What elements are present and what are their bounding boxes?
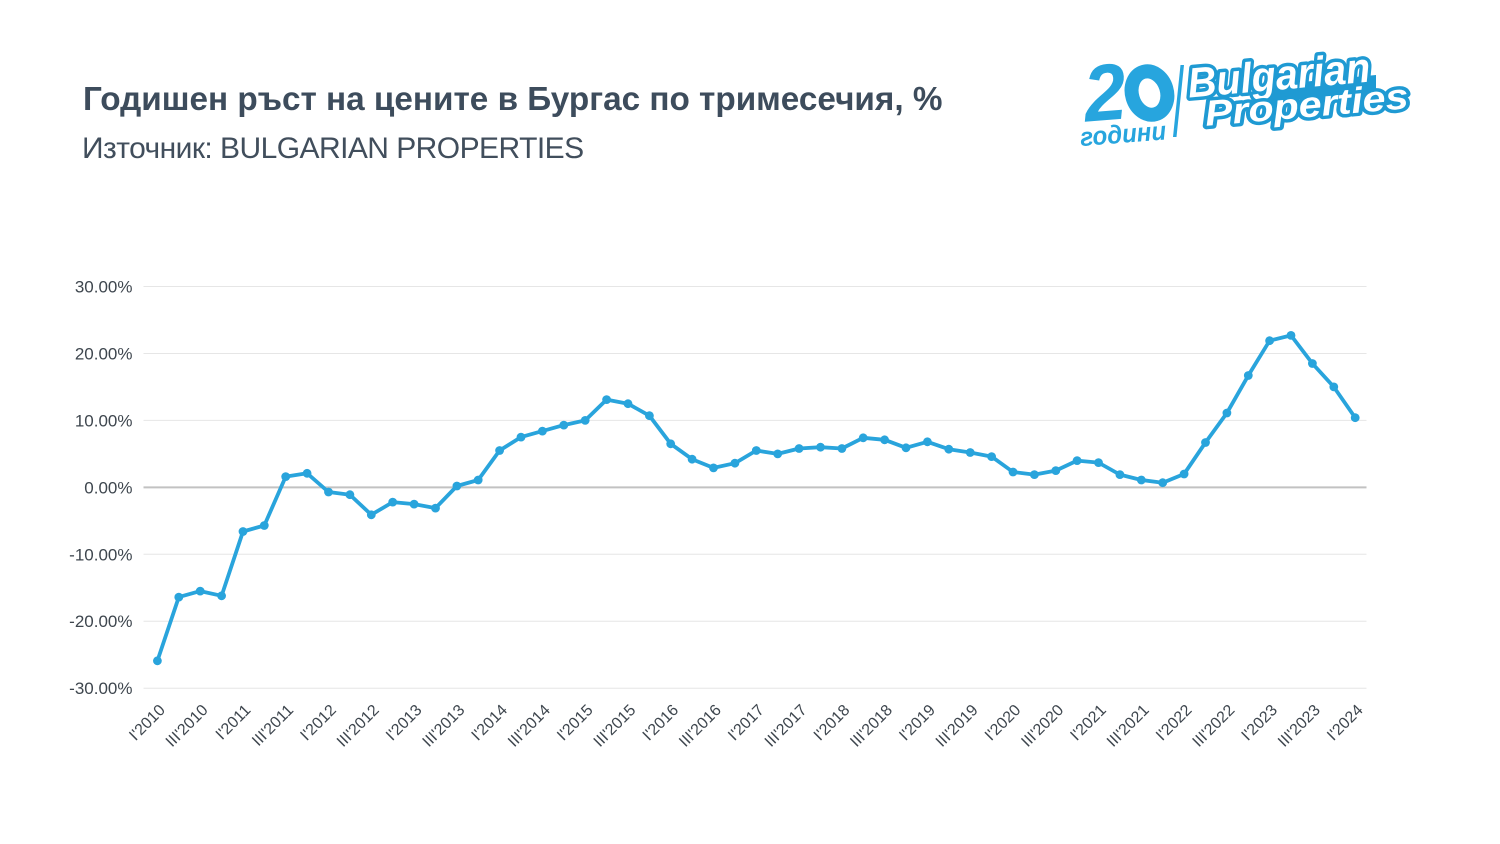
svg-text:III'2022: III'2022 [1190, 702, 1239, 751]
svg-text:0.00%: 0.00% [84, 478, 132, 497]
svg-text:III'2021: III'2021 [1104, 702, 1153, 751]
svg-text:III'2012: III'2012 [334, 702, 383, 751]
svg-text:III'2019: III'2019 [933, 702, 982, 751]
svg-text:III'2013: III'2013 [420, 702, 469, 751]
svg-text:-10.00%: -10.00% [69, 545, 132, 564]
svg-text:III'2020: III'2020 [1018, 702, 1067, 751]
svg-text:III'2014: III'2014 [505, 702, 554, 751]
svg-text:III'2010: III'2010 [163, 702, 212, 751]
svg-text:III'2011: III'2011 [249, 702, 297, 750]
svg-text:I'2011: I'2011 [213, 702, 255, 744]
svg-text:I'2024: I'2024 [1324, 702, 1367, 745]
svg-text:III'2023: III'2023 [1275, 702, 1324, 751]
svg-text:III'2017: III'2017 [762, 702, 811, 751]
svg-text:2: 2 [1078, 47, 1129, 139]
svg-text:10.00%: 10.00% [75, 411, 133, 430]
svg-text:20.00%: 20.00% [75, 345, 133, 364]
svg-text:III'2016: III'2016 [676, 702, 725, 751]
svg-text:III'2015: III'2015 [591, 702, 640, 751]
svg-text:-20.00%: -20.00% [69, 612, 132, 631]
svg-text:-30.00%: -30.00% [69, 679, 132, 698]
svg-text:30.00%: 30.00% [75, 278, 133, 297]
svg-text:III'2018: III'2018 [847, 702, 896, 751]
